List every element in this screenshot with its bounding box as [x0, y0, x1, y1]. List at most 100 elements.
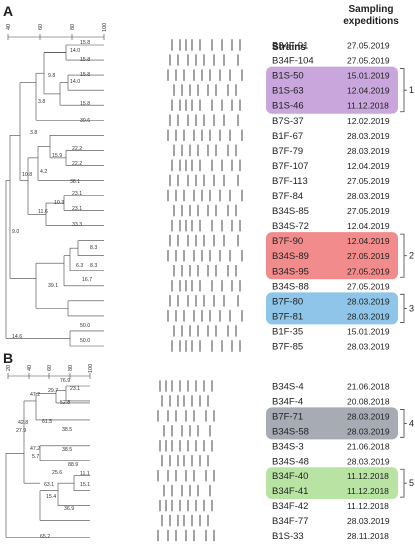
scale-tick-label: 20 [6, 365, 12, 371]
node-similarity-label: 22.2 [72, 146, 82, 152]
strain-name: B34S-88 [272, 281, 309, 292]
node-similarity-label: 11.1 [80, 471, 90, 477]
node-similarity-label: 14.0 [70, 79, 80, 85]
node-similarity-label: 5.7 [32, 454, 39, 460]
strain-name: B34S-48 [272, 456, 309, 467]
sampling-date: 21.06.2018 [347, 382, 390, 392]
group-4-bracket [400, 409, 405, 438]
node-similarity-label: 38.5 [62, 447, 72, 453]
panel-b-node-labels: 76.923.1 29.7 47.2 52.8 42.8 27.9 61.5 38.5 47.2… [16, 378, 90, 540]
scale-tick-label: 60 [38, 24, 44, 30]
sampling-date: 27.05.2019 [347, 41, 390, 51]
node-similarity-label: 61.5 [42, 419, 52, 425]
node-similarity-label: 14.6 [12, 334, 22, 340]
strain-name: B34F-77 [272, 516, 308, 527]
sampling-date: 27.05.2019 [347, 56, 390, 66]
strain-name: B7S-37 [272, 116, 304, 127]
sampling-date: 27.05.2019 [347, 266, 390, 276]
strain-name: B34S-85 [272, 206, 309, 217]
scale-tick-label: 100 [88, 364, 94, 373]
sampling-date: 28.03.2019 [347, 342, 390, 352]
strain-name: B1S-50 [272, 71, 304, 82]
sampling-date: 11.12.2018 [347, 101, 389, 111]
sampling-date: 12.04.2019 [347, 221, 390, 231]
node-similarity-label: 8.3 [90, 263, 97, 269]
node-similarity-label: 9.8 [48, 73, 55, 79]
sampling-date: 15.01.2019 [347, 326, 390, 336]
strain-name: B7F-80 [272, 296, 303, 307]
node-similarity-label: 15.9 [52, 153, 62, 159]
sampling-date: 28.03.2019 [347, 191, 390, 201]
node-similarity-label: 8.3 [90, 245, 97, 251]
sampling-date: 12.04.2019 [347, 161, 390, 171]
sampling-date: 11.12.2018 [347, 471, 389, 481]
node-similarity-label: 10.8 [22, 172, 32, 178]
strains-header: Strains [272, 42, 306, 53]
group-3-label: 3 [409, 303, 414, 313]
node-similarity-label: 23.1 [72, 191, 82, 197]
strain-name: B34F-40 [272, 471, 308, 482]
node-similarity-label: 16.7 [82, 277, 92, 283]
node-similarity-label: 22.2 [72, 161, 82, 167]
node-similarity-label: 38.1 [70, 179, 80, 185]
group-2-bracket [400, 233, 405, 278]
group-3-bracket [400, 293, 405, 323]
scale-tick-label: 80 [70, 24, 76, 30]
sampling-date: 12.04.2019 [347, 86, 390, 96]
scale-tick-label: 40 [27, 365, 33, 371]
sampling-date: 28.03.2019 [347, 131, 390, 141]
node-similarity-label: 9.0 [12, 229, 19, 235]
sampling-date: 20.08.2018 [347, 396, 390, 406]
strain-name: B34S-95 [272, 266, 309, 277]
strain-name: B34S-4 [272, 382, 304, 393]
group-5-label: 5 [409, 478, 414, 488]
node-similarity-label: 38.5 [62, 427, 72, 433]
strain-name: B7F-81 [272, 311, 303, 322]
sampling-date: 27.05.2019 [347, 176, 390, 186]
panel-a-group-highlights: 1 2 3 [266, 66, 414, 325]
sampling-date: 27.05.2019 [347, 281, 390, 291]
sampling-date: 15.01.2019 [347, 71, 390, 81]
panel-b-fingerprint-bands [157, 380, 215, 542]
sampling-date: 28.03.2019 [347, 516, 390, 526]
node-similarity-label: 29.7 [48, 388, 58, 394]
strain-name: B34S-3 [272, 441, 304, 452]
group-2-label: 2 [409, 251, 414, 261]
strain-name: B34F-91 [272, 41, 308, 52]
node-similarity-label: 76.9 [60, 378, 70, 384]
group-1-bracket [400, 68, 405, 113]
strain-name: B7F-107 [272, 161, 308, 172]
sampling-date: 21.06.2018 [347, 441, 390, 451]
node-similarity-label: 36.9 [64, 506, 74, 512]
sampling-date: 11.12.2018 [347, 501, 389, 511]
node-similarity-label: 15.4 [46, 494, 56, 500]
node-similarity-label: 11.6 [38, 209, 48, 215]
strain-name: B34S-58 [272, 426, 309, 437]
strain-name: B7F-90 [272, 236, 303, 247]
panel-b-group-highlights: 45 [266, 407, 414, 500]
sampling-date: 27.05.2019 [347, 206, 390, 216]
strain-name: B1S-33 [272, 531, 304, 542]
strain-name: B1F-67 [272, 131, 303, 142]
node-similarity-label: 63.1 [44, 482, 54, 488]
sampling-date: 28.03.2019 [347, 456, 390, 466]
panel-a: A 40 60 80 100 Strains Sampling expediti… [3, 3, 414, 353]
node-similarity-label: 39.1 [48, 283, 58, 289]
group-1-highlight [266, 66, 398, 114]
sampling-header-line-1: Sampling [348, 4, 393, 15]
node-similarity-label: 15.8 [80, 57, 90, 63]
node-similarity-label: 3.8 [30, 130, 37, 136]
strain-name: B7F-84 [272, 191, 303, 202]
node-similarity-label: 10.3 [54, 200, 64, 206]
node-similarity-label: 27.9 [16, 428, 26, 434]
group-5-highlight [266, 467, 398, 500]
node-similarity-label: 47.2 [30, 446, 40, 452]
sampling-date: 11.12.2018 [347, 486, 389, 496]
node-similarity-label: 4.2 [40, 169, 47, 175]
sampling-date: 28.03.2019 [347, 146, 390, 156]
sampling-date: 28.03.2019 [347, 311, 390, 321]
node-similarity-label: 42.8 [18, 420, 28, 426]
strain-name: B34F-41 [272, 486, 308, 497]
node-similarity-label: 15.8 [80, 101, 90, 107]
strain-name: B7F-113 [272, 176, 308, 187]
